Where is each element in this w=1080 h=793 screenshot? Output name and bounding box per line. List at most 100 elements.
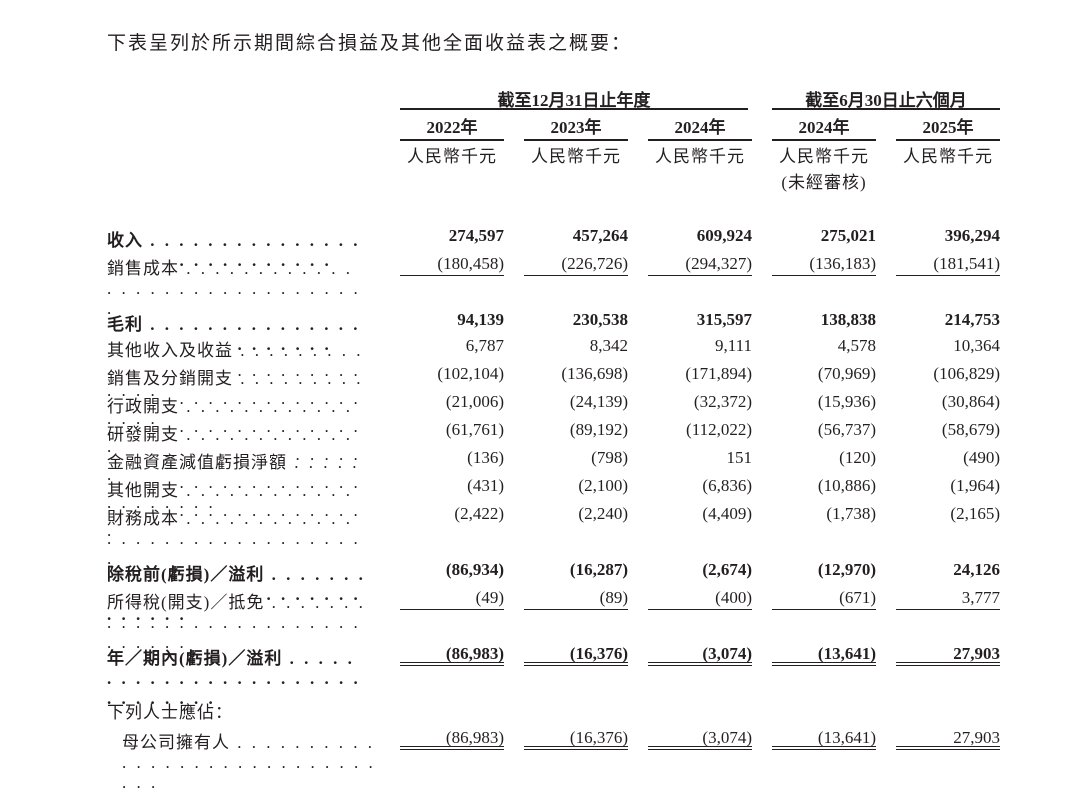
row-label-text: 毛利: [107, 315, 143, 334]
row-value: 27,903: [896, 728, 1000, 750]
row-value: (86,983): [400, 728, 504, 750]
row-label: 所得稅(開支)／抵免: [107, 588, 367, 653]
row-value: (1,738): [826, 504, 876, 523]
row-value: 396,294: [944, 226, 1000, 245]
year-header: 2024年: [772, 113, 876, 141]
table-row: 其他收入及收益 6,787 8,342 9,111 4,578 10,364: [0, 336, 1080, 362]
unit-label: 人民幣千元: [779, 147, 869, 166]
row-value: (294,327): [648, 254, 752, 276]
row-value: (12,970): [817, 560, 876, 579]
row-value: (21,006): [445, 392, 504, 411]
row-value: (30,864): [941, 392, 1000, 411]
row-value: (2,165): [950, 504, 1000, 523]
row-value: (2,422): [454, 504, 504, 523]
row-value: (16,376): [524, 728, 628, 750]
row-value: (400): [648, 588, 752, 610]
row-value: (2,100): [578, 476, 628, 495]
row-value: (171,894): [685, 364, 752, 383]
unit-label: 人民幣千元: [903, 147, 993, 166]
row-label: 行政開支: [107, 392, 367, 457]
row-value: (15,936): [817, 392, 876, 411]
row-value: (32,372): [693, 392, 752, 411]
row-value: 214,753: [944, 310, 1000, 329]
row-value: (106,829): [933, 364, 1000, 383]
row-label-text: 研發開支: [107, 425, 179, 444]
row-label: 除稅前(虧損)／溢利: [107, 560, 367, 625]
row-label: 財務成本: [107, 504, 367, 569]
unit-label: 人民幣千元: [655, 147, 745, 166]
row-value: (24,139): [569, 392, 628, 411]
row-value: (671): [772, 588, 876, 610]
row-value: (180,458): [400, 254, 504, 276]
row-value: (10,886): [817, 476, 876, 495]
row-value: 274,597: [448, 226, 504, 245]
row-value: (181,541): [896, 254, 1000, 276]
row-value: (120): [839, 448, 876, 467]
group-header-annual: 截至12月31日止年度: [400, 86, 748, 110]
row-value: (1,964): [950, 476, 1000, 495]
row-value: (136): [467, 448, 504, 467]
row-value: (431): [467, 476, 504, 495]
year-header: 2024年: [648, 113, 752, 141]
row-value: (89): [524, 588, 628, 610]
row-label: 銷售成本: [107, 254, 367, 319]
row-value: 275,021: [820, 226, 876, 245]
row-value: (56,737): [817, 420, 876, 439]
row-value: 8,342: [589, 336, 628, 355]
intro-text: 下表呈列於所示期間綜合損益及其他全面收益表之概要：: [107, 33, 633, 54]
row-value: (86,934): [445, 560, 504, 579]
row-value: 10,364: [953, 336, 1000, 355]
row-value: 151: [726, 448, 753, 467]
row-value: (136,183): [772, 254, 876, 276]
year-header: 2023年: [524, 113, 628, 141]
table-row: 毛利 94,139 230,538 315,597 138,838 214,753: [0, 310, 1080, 336]
table-row: 行政開支 (21,006) (24,139) (32,372) (15,936) (30,…: [0, 392, 1080, 418]
row-value: 27,903: [896, 644, 1000, 666]
row-label-text: 財務成本: [107, 509, 179, 528]
row-value: (2,674): [702, 560, 752, 579]
row-value: (70,969): [817, 364, 876, 383]
row-label-text: 母公司擁有人: [122, 733, 230, 752]
row-label: 年／期內(虧損)／溢利: [107, 644, 367, 709]
row-value: (136,698): [561, 364, 628, 383]
table-row: 其他開支 (431) (2,100) (6,836) (10,886) (1,964): [0, 476, 1080, 502]
row-value: 230,538: [572, 310, 628, 329]
row-label-text: 年／期內(虧損)／溢利: [107, 649, 283, 668]
row-label-text: 銷售成本: [107, 259, 179, 278]
row-value: (3,074): [648, 728, 752, 750]
row-value: 4,578: [837, 336, 876, 355]
row-label: 毛利: [107, 310, 367, 355]
row-value: 6,787: [465, 336, 504, 355]
row-label-text: 其他開支: [107, 481, 179, 500]
row-value: (102,104): [437, 364, 504, 383]
row-value: (226,726): [524, 254, 628, 276]
row-value: (61,761): [445, 420, 504, 439]
table-row: 銷售成本 (180,458) (226,726) (294,327) (136,183)…: [0, 254, 1080, 280]
row-label: 母公司擁有人: [122, 728, 382, 793]
row-label-text: 銷售及分銷開支: [107, 369, 233, 388]
row-label: 其他收入及收益: [107, 336, 367, 401]
row-value: (798): [591, 448, 628, 467]
unit-label: 人民幣千元: [407, 147, 497, 166]
row-value: (13,641): [772, 644, 876, 666]
table-row: 銷售及分銷開支 (102,104) (136,698) (171,894) (70,96…: [0, 364, 1080, 390]
row-label-text: 收入: [107, 231, 143, 250]
row-value: 315,597: [696, 310, 752, 329]
year-header: 2022年: [400, 113, 504, 141]
row-value: 94,139: [457, 310, 504, 329]
row-value: (86,983): [400, 644, 504, 666]
row-value: (6,836): [702, 476, 752, 495]
year-header: 2025年: [896, 113, 1000, 141]
row-label: 其他開支: [107, 476, 367, 541]
row-value: 609,924: [696, 226, 752, 245]
row-label: 金融資產減值虧損淨額: [107, 448, 367, 513]
row-value: (13,641): [772, 728, 876, 750]
row-value: 24,126: [953, 560, 1000, 579]
row-label-text: 除稅前(虧損)／溢利: [107, 565, 265, 584]
unit-label: 人民幣千元: [531, 147, 621, 166]
row-value: (16,287): [569, 560, 628, 579]
table-row: 研發開支 (61,761) (89,192) (112,022) (56,737) (58…: [0, 420, 1080, 446]
row-value: 9,111: [715, 336, 752, 355]
row-value: (4,409): [702, 504, 752, 523]
row-value: (58,679): [941, 420, 1000, 439]
